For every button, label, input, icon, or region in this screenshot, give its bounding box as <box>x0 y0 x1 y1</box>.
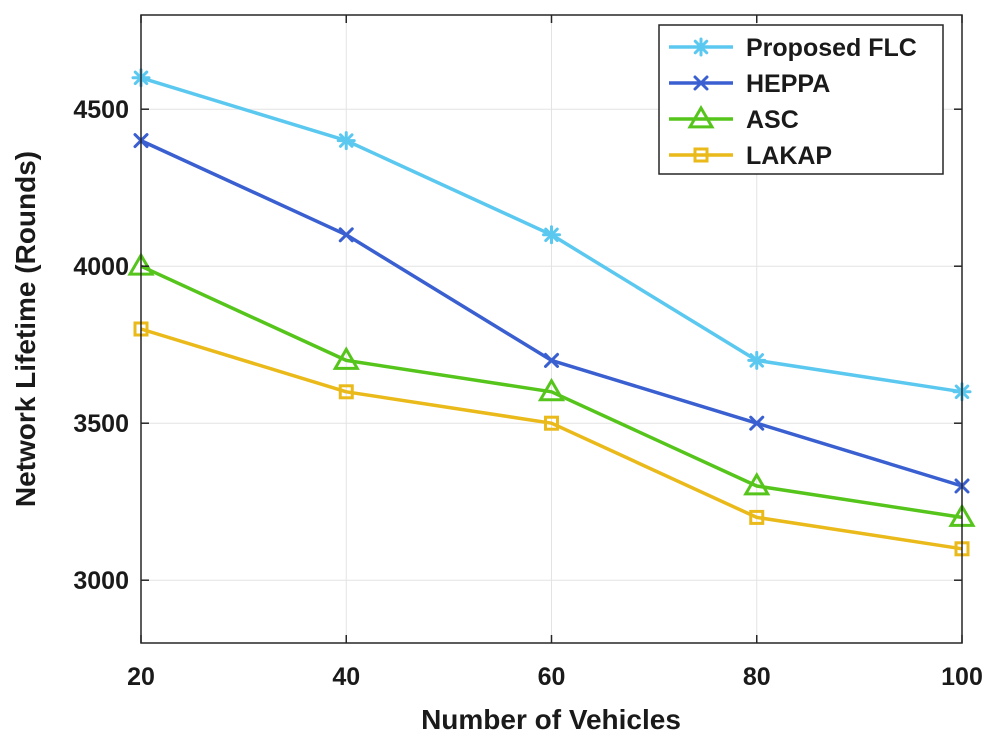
data-point <box>743 472 771 496</box>
data-point <box>542 225 561 245</box>
data-point <box>749 415 765 431</box>
data-point <box>332 346 360 370</box>
legend-label: ASC <box>746 106 799 134</box>
series-line <box>140 327 963 551</box>
legend: Proposed FLC HEPPA ASC LAKAP <box>658 24 944 175</box>
y-tick-label: 3500 <box>73 410 129 438</box>
y-tick-label: 4000 <box>73 253 129 281</box>
x-axis-label: Number of Vehicles <box>421 704 681 735</box>
y-axis-label: Network Lifetime (Rounds) <box>10 151 41 507</box>
data-point <box>747 350 767 370</box>
legend-marker <box>693 75 709 91</box>
legend-item: Proposed FLC <box>669 34 917 62</box>
data-point <box>537 377 566 402</box>
data-point <box>336 131 356 151</box>
legend-entries: Proposed FLC HEPPA ASC LAKAP <box>669 34 917 170</box>
x-tick-label: 100 <box>941 663 983 691</box>
x-tick-label: 80 <box>743 663 771 691</box>
tick-layer: 20 40 60 80 100 3000 3500 4000 4500 <box>73 15 983 691</box>
legend-label: HEPPA <box>746 70 830 98</box>
x-tick-label: 60 <box>538 663 566 691</box>
series-line <box>140 264 963 520</box>
y-tick-label: 3000 <box>73 567 129 595</box>
x-tick-label: 20 <box>127 663 155 691</box>
legend-label: LAKAP <box>746 142 832 170</box>
legend-marker <box>691 37 711 57</box>
y-tick-label: 4500 <box>73 96 129 124</box>
series-lakap <box>133 321 970 557</box>
legend-item: LAKAP <box>669 142 832 170</box>
data-point <box>544 415 559 431</box>
data-point <box>544 352 559 368</box>
legend-label: Proposed FLC <box>746 34 917 62</box>
data-point <box>338 227 354 243</box>
x-tick-label: 40 <box>332 663 360 691</box>
legend-marker <box>693 147 709 163</box>
data-point <box>338 384 354 400</box>
data-point <box>749 509 765 525</box>
legend-item: ASC <box>669 105 799 134</box>
legend-marker <box>687 105 715 129</box>
legend-item: HEPPA <box>669 70 830 98</box>
